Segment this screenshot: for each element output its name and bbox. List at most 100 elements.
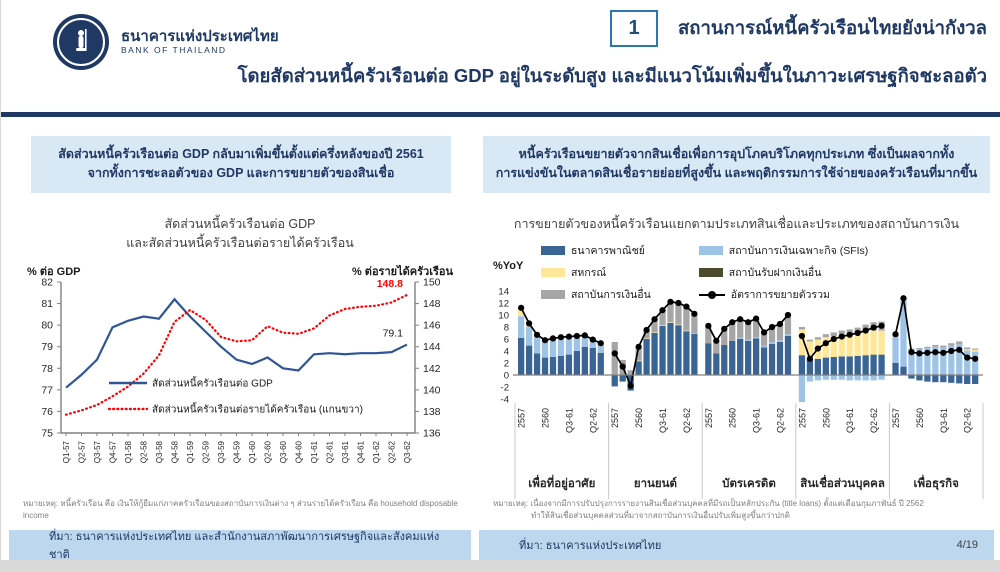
left-source-band: ที่มา: ธนาคารแห่งประเทศไทย และสำนักงานสภ… [9,530,471,561]
bar-segment-sfi [964,350,971,375]
total-growth-marker [635,343,642,350]
bar-segment-sfi [822,375,829,380]
x-tick-label: Q4-57 [109,440,118,463]
bar-segment-coop [822,337,829,358]
total-growth-marker [721,325,728,332]
bar-segment-bank [729,340,736,375]
total-growth-marker [870,324,877,331]
bar-segment-bank [541,357,549,375]
right-axis-caption: % ต่อรายได้ครัวเรือน [351,266,453,279]
x-tick-label: Q2-58 [140,440,149,463]
bar-segment-sfi [806,375,814,382]
bar-segment-bank [683,331,690,375]
bar-segment-sfi [798,375,806,402]
bar-segment-bank [721,345,728,375]
bar-segment-other_fi [691,313,698,333]
bar-segment-sfi [908,350,915,375]
bar-segment-sfi [878,375,885,380]
total-growth-marker [940,349,947,356]
total-growth-marker [753,315,760,322]
bar-segment-sfi [870,375,877,381]
bar-segment-bank [846,356,853,375]
bar-x-tick-label: Q2-62 [588,408,598,433]
x-tick-label: Q1-60 [248,440,257,463]
bar-segment-bank [862,355,869,375]
income-legend-label: สัดส่วนหนี้ครัวเรือนต่อรายได้ครัวเรือน (… [152,402,363,416]
bank-name-english: BANK OF THAILAND [121,45,227,56]
bar-segment-other_fi [924,346,931,348]
x-tick-label: Q3-60 [279,440,288,463]
total-growth-marker [705,322,712,329]
bar-segment-coop [972,349,979,352]
bar-segment-coop [870,330,877,355]
legend-item-cooperatives: สหกรณ์ [541,264,651,281]
bar-segment-sfi [589,340,596,348]
bar-segment-sfi [518,316,525,338]
bar-segment-coop [964,349,971,351]
bar-segment-sfi [916,349,923,375]
bar-y-tick-label: -2 [501,383,509,394]
bar-segment-coop [635,360,642,362]
bar-segment-other_fi [822,334,829,338]
bar-segment-bank [549,357,557,375]
bar-segment-bank [878,354,885,375]
bar-x-tick-label: Q3-61 [752,408,762,433]
bar-segment-bank [597,352,604,375]
bar-segment-bank [798,355,806,375]
legend-item-other-depository: สถาบันรับฝากเงินอื่น [698,264,869,281]
bar-segment-bank [581,346,588,375]
bar-x-tick-label: 2560 [728,408,738,428]
total-growth-marker [854,329,861,337]
bar-segment-bank [752,338,760,375]
x-tick-label: Q3-59 [217,440,226,463]
total-growth-marker [565,333,573,340]
bottom-strip [1,560,1000,572]
bar-y-tick-label: 4 [504,347,509,358]
bar-x-tick-label: Q3-61 [658,408,668,433]
total-growth-marker [729,319,736,326]
left-y-tick-label: 82 [41,277,53,289]
bar-segment-coop [878,330,885,355]
legend-item-total-growth: อัตราการขยายตัวรวม [698,286,869,303]
bar-segment-sfi [956,344,963,375]
x-tick-label: Q2-57 [78,440,87,463]
legend-item-sfis: สถาบันการเงินเฉพาะกิจ (SFIs) [698,242,868,259]
bar-x-tick-label: Q3-61 [939,408,949,433]
total-growth-marker [541,337,549,344]
bar-segment-bank [557,355,565,375]
bar-segment-coop [651,332,658,333]
left-callout-line2: จากทั้งการชะลอตัวของ GDP และการขยายตัวขอ… [87,166,395,181]
page-number: 4/19 [956,539,978,551]
right-y-tick-label: 136 [423,428,441,440]
bar-segment-other_fi [713,340,720,354]
bar-segment-sfi [752,337,760,339]
bot-logo: ธนาคารแห่งประเทศไทย BANK OF THAILAND [53,14,279,70]
bar-segment-bank [814,358,821,375]
slide-title-line2: โดยสัดส่วนหนี้ครัวเรือนต่อ GDP อยู่ในระด… [237,65,987,86]
bar-segment-bank [956,375,963,384]
bar-segment-other_fi [651,319,658,333]
total-growth-marker [900,295,907,302]
bar-segment-bank [768,343,776,375]
debt-to-income-line [64,293,409,416]
bar-x-tick-label: Q2-62 [963,408,973,433]
right-source-text: ที่มา: ธนาคารแห่งประเทศไทย [519,540,662,552]
bar-segment-bank [651,333,658,375]
right-source-band: ที่มา: ธนาคารแห่งประเทศไทย 4/19 [479,530,994,560]
bar-segment-bank [964,375,971,384]
bar-segment-bank [972,375,979,384]
bar-segment-bank [892,363,899,375]
x-tick-label: Q2-61 [326,440,335,463]
bot-emblem-figure-icon [76,29,87,51]
bar-x-tick-label: 2557 [891,408,901,428]
right-footnote: หมายเหตุ: เนื่องจากมีการปรับปรุงการรายงา… [493,499,924,520]
bar-segment-bank [822,357,829,375]
bar-y-tick-label: 10 [498,311,509,322]
total-growth-marker [798,332,806,340]
right-y-tick-label: 138 [423,406,441,418]
total-growth-marker [557,334,565,341]
bar-segment-sfi [854,375,861,381]
x-tick-label: Q1-62 [372,440,381,463]
total-growth-marker [659,307,666,314]
